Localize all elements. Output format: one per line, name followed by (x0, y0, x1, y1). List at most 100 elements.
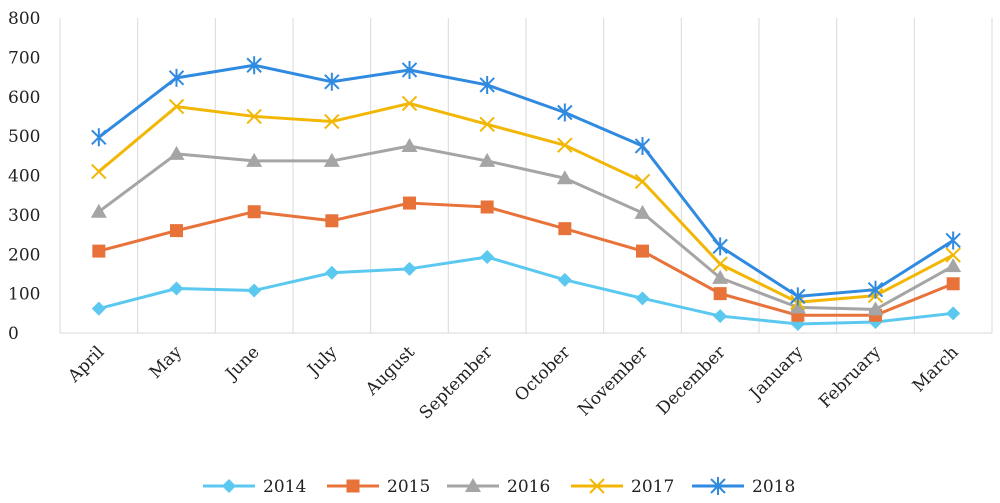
data-point-2014 (946, 306, 961, 321)
legend-label: 2017 (631, 477, 674, 497)
data-point-2018 (168, 68, 185, 87)
data-point-2015 (170, 224, 183, 238)
legend-label: 2016 (507, 477, 550, 497)
legend-item-2015: 2015 (327, 477, 430, 497)
data-point-2017 (945, 247, 961, 263)
data-point-2014 (480, 250, 495, 265)
grid-lines (59, 18, 993, 334)
series-2016 (90, 137, 962, 316)
data-point-2018 (945, 231, 961, 250)
series-line-2017 (97, 101, 954, 304)
data-point-2014 (247, 283, 262, 298)
data-point-2016 (401, 137, 418, 152)
data-point-2015 (713, 287, 727, 301)
data-point-2017 (479, 116, 495, 133)
data-point-2016 (634, 204, 651, 219)
data-point-2018 (790, 287, 806, 306)
data-point-2017 (168, 98, 185, 115)
data-point-2017 (91, 163, 107, 180)
legend: 2014 2015 2016 2017 2018 (203, 477, 795, 497)
x-tick-label: August (361, 342, 419, 400)
legend-label: 2014 (263, 477, 306, 497)
y-tick-label: 300 (8, 206, 40, 226)
data-point-2017 (401, 95, 418, 112)
y-tick-label: 200 (8, 245, 40, 265)
x-tick-label: June (221, 342, 264, 385)
x-tick-label: February (815, 342, 885, 412)
y-axis-ticks: 0 100 200 300 400 500 600 700 800 (8, 9, 40, 344)
series-line-2015 (98, 201, 954, 317)
legend-marker (346, 479, 360, 493)
legend-item-2018: 2018 (692, 477, 795, 497)
data-point-2014 (635, 291, 650, 306)
data-point-2018 (557, 103, 573, 122)
data-point-2014 (713, 309, 728, 324)
y-tick-label: 400 (8, 167, 40, 187)
x-tick-label: July (303, 342, 342, 381)
series-2018 (91, 56, 961, 306)
data-point-2015 (403, 196, 416, 210)
data-point-2018 (324, 72, 340, 91)
data-point-2018 (867, 280, 884, 299)
legend-marker (222, 479, 236, 493)
data-point-2015 (325, 214, 339, 228)
data-point-2016 (712, 269, 729, 284)
x-tick-label: November (574, 342, 652, 420)
x-tick-label: January (745, 342, 808, 405)
series-line-2018 (97, 63, 954, 298)
legend-item-2016: 2016 (447, 477, 550, 497)
data-point-2017 (324, 113, 340, 130)
x-tick-label: April (64, 342, 109, 387)
data-point-2016 (789, 299, 806, 314)
data-point-2015 (946, 277, 960, 291)
data-point-2014 (324, 265, 339, 280)
x-tick-label: March (909, 342, 963, 396)
legend-marker (710, 477, 726, 495)
legend-marker (465, 478, 481, 492)
data-point-2014 (557, 272, 572, 287)
data-point-2018 (712, 237, 728, 256)
data-point-2018 (246, 56, 262, 75)
data-point-2015 (247, 205, 261, 219)
x-tick-label: October (511, 342, 575, 406)
data-point-2017 (634, 173, 651, 190)
y-tick-label: 800 (8, 9, 40, 29)
data-point-2016 (90, 203, 107, 218)
data-point-2015 (480, 200, 494, 214)
series-2015 (92, 196, 960, 322)
data-point-2016 (479, 152, 496, 167)
data-point-2018 (634, 136, 651, 155)
data-point-2016 (323, 152, 340, 167)
data-point-2018 (479, 75, 495, 94)
data-point-2014 (169, 281, 184, 296)
x-tick-label: May (146, 342, 187, 383)
legend-marker (589, 478, 605, 494)
y-tick-label: 500 (8, 127, 40, 147)
data-point-2014 (91, 301, 106, 316)
data-point-2018 (401, 60, 418, 79)
data-point-2017 (557, 137, 573, 153)
legend-label: 2018 (752, 477, 795, 497)
data-point-2017 (712, 256, 728, 272)
data-point-2016 (246, 152, 263, 167)
legend-item-2014: 2014 (203, 477, 306, 497)
data-point-2015 (636, 244, 649, 258)
series-2017 (91, 95, 961, 310)
series-line-2016 (97, 144, 954, 311)
x-tick-label: December (653, 342, 730, 419)
x-tick-label: September (416, 342, 498, 424)
series-group (90, 56, 962, 331)
data-point-2016 (556, 170, 573, 185)
y-tick-label: 600 (8, 88, 40, 108)
data-point-2015 (558, 222, 572, 236)
y-tick-label: 700 (8, 48, 40, 68)
legend-label: 2015 (387, 477, 430, 497)
data-point-2017 (246, 108, 262, 125)
data-point-2018 (91, 128, 107, 147)
data-point-2016 (945, 258, 962, 273)
data-point-2016 (168, 145, 185, 160)
series-line-2014 (98, 255, 954, 326)
y-tick-label: 0 (8, 324, 19, 344)
